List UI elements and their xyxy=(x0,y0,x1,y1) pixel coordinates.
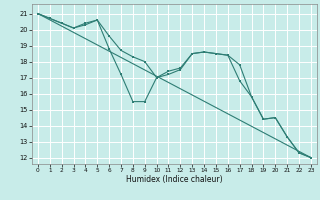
X-axis label: Humidex (Indice chaleur): Humidex (Indice chaleur) xyxy=(126,175,223,184)
